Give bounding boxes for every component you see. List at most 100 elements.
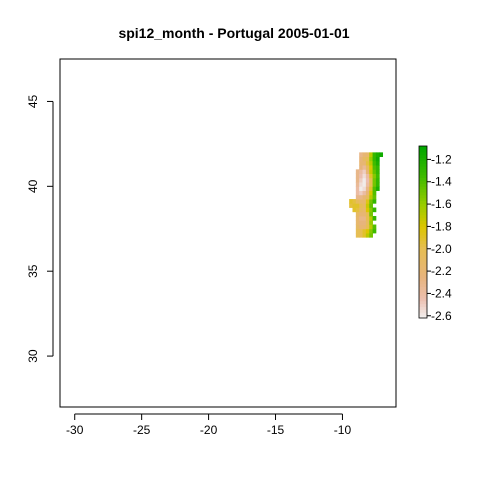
raster-cell [355,233,360,238]
raster-cell [369,182,373,187]
legend-color-step [419,240,427,244]
raster-cell [369,160,373,166]
raster-cell [359,207,363,213]
raster-cell [362,182,367,187]
raster-cell [349,199,353,204]
legend-color-step [419,232,427,236]
legend-color-step [419,237,427,242]
raster-cell [355,173,360,179]
legend-color-step [419,200,427,204]
raster-cell [372,190,377,196]
legend-color-step [419,186,427,190]
legend-color-step [419,171,427,176]
legend-color-step [419,183,427,187]
raster-cell [365,156,370,162]
raster-cell [355,224,360,230]
raster-cell [375,160,380,166]
raster-cell [365,216,370,221]
legend-color-step [419,246,427,250]
raster-cell [369,186,373,191]
x-tick-label: -30 [66,423,84,437]
raster-cell [369,199,373,204]
legend-color-step [419,283,427,287]
raster-cell [369,177,373,183]
raster-cell [369,165,373,170]
raster-cell [355,190,360,196]
raster-cell [359,165,363,170]
raster-cell [372,169,377,174]
raster-cell [359,186,363,191]
legend-color-step [419,289,427,293]
legend-color-step [419,148,427,153]
raster-cell [349,203,353,208]
raster-cell [362,194,367,200]
legend-color-step [419,297,427,302]
raster-cell [359,233,363,238]
legend-color-step [419,260,427,265]
y-axis: 30 35 40 45 [26,94,54,363]
y-tick-label: 40 [26,179,40,193]
legend-color-step [419,300,427,305]
raster-cell [362,169,367,174]
legend-color-step [419,226,427,230]
legend-color-step [419,203,427,207]
legend-color-step [419,197,427,201]
raster-cell [365,182,370,187]
raster-cell [359,203,363,208]
raster-cell [355,199,360,204]
raster-cell [355,216,360,221]
raster-cell [369,190,373,196]
raster-cell [362,216,367,221]
legend-color-step [419,166,427,170]
raster-cell [375,186,380,191]
raster-cell [359,216,363,221]
raster-cell [362,160,367,166]
legend-color-step [419,254,427,259]
raster-cell [365,220,370,225]
raster-cell [365,165,370,170]
y-tick-label: 35 [26,264,40,278]
legend-color-step [419,160,427,164]
raster-cell [362,224,367,230]
raster-cell [369,233,373,238]
raster-cell [369,224,373,230]
chart-title: spi12_month - Portugal 2005-01-01 [118,25,349,41]
raster-cell [365,190,370,196]
raster-cell [359,220,363,225]
raster-cell [359,194,363,200]
raster-cell [375,152,380,158]
raster-cell [369,173,373,179]
legend-color-step [419,272,427,276]
legend-frame [418,145,428,319]
raster-cell [355,177,360,183]
raster-cell [355,207,360,213]
raster-cell [372,165,377,170]
raster-cell [372,156,377,162]
legend-color-step [419,146,427,150]
legend-color-step [419,174,427,179]
raster-cell [372,152,377,158]
legend-tick-label: -2.4 [431,286,452,300]
legend-color-step [419,315,427,319]
legend-color-step [419,280,427,285]
raster-cell [372,199,377,204]
raster-cell [359,152,363,158]
legend-color-step [419,306,427,310]
raster-cell [365,203,370,208]
raster-cell [365,211,370,217]
raster-cell [365,199,370,204]
raster-cell [365,152,370,158]
raster-cell [369,194,373,200]
legend-tick-label: -1.8 [431,219,452,233]
raster-cell [372,177,377,183]
raster-cell [372,207,377,213]
y-tick-label: 45 [26,94,40,108]
x-tick-label: -10 [334,423,352,437]
raster-cell [365,207,370,213]
legend-color-step [419,234,427,239]
legend-color-step [419,151,427,156]
raster-cell [362,220,367,225]
legend-color-step [419,206,427,210]
